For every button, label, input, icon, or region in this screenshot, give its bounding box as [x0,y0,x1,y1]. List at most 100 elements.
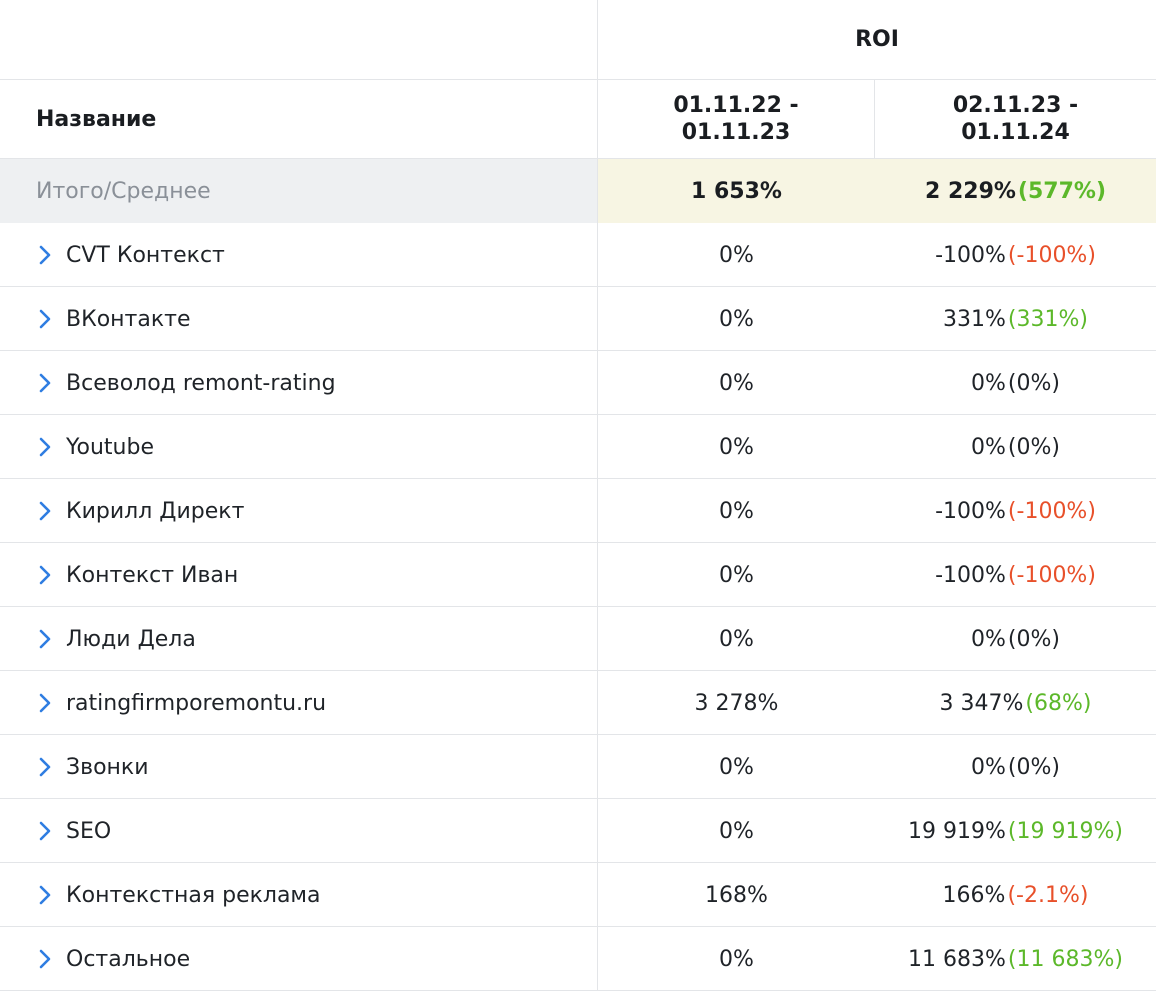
chevron-right-icon[interactable] [36,948,54,970]
row-period-2-value: 19 919% (19 919%) [875,799,1156,863]
column-group-roi: ROI [855,27,899,52]
chevron-right-icon[interactable] [36,564,54,586]
row-p2: 0% [971,434,1006,460]
row-p1: 0% [719,818,754,844]
row-period-1-value: 0% [598,735,875,799]
row-divider [0,478,1156,479]
table-row-name[interactable]: Youtube [0,415,597,479]
row-label: Остальное [66,946,191,972]
row-period-1-value: 0% [598,287,875,351]
period-1-line-2: 01.11.23 [681,120,791,145]
column-header-period-2[interactable]: 02.11.23 - 01.11.24 [875,80,1156,158]
chevron-right-icon[interactable] [36,372,54,394]
row-period-1-value: 0% [598,607,875,671]
row-label: ВКонтакте [66,306,191,332]
chevron-right-icon[interactable] [36,884,54,906]
row-divider [0,606,1156,607]
column-header-name[interactable]: Название [36,106,157,132]
row-p2: 3 347% [939,690,1024,716]
row-p1: 0% [719,754,754,780]
chevron-right-icon[interactable] [36,756,54,778]
chevron-right-icon[interactable] [36,820,54,842]
table-row-name[interactable]: Люди Дела [0,607,597,671]
row-diff: (-2.1%) [1007,882,1089,908]
table-row-name[interactable]: Кирилл Директ [0,479,597,543]
row-diff: (0%) [1007,370,1060,396]
row-label: CVT Контекст [66,242,225,268]
row-diff: (19 919%) [1007,818,1123,844]
row-p2: -100% [935,498,1006,524]
table-row-name[interactable]: Звонки [0,735,597,799]
table-row-name[interactable]: Остальное [0,927,597,991]
chevron-right-icon[interactable] [36,628,54,650]
row-divider [0,414,1156,415]
period-2-line-2: 01.11.24 [961,120,1070,145]
row-period-2-value: -100% (-100%) [875,223,1156,287]
row-divider [0,734,1156,735]
period-2-line-1: 02.11.23 - [952,93,1079,118]
table-row-name[interactable]: SEO [0,799,597,863]
period-1-line-1: 01.11.22 - [673,93,799,118]
row-divider [0,286,1156,287]
table-row-name[interactable]: CVT Контекст [0,223,597,287]
row-divider [0,926,1156,927]
row-p1: 168% [705,882,768,908]
row-divider [0,670,1156,671]
table-row-name[interactable]: Контекстная реклама [0,863,597,927]
row-period-2-value: 331% (331%) [875,287,1156,351]
column-divider [597,0,598,990]
row-period-1-value: 0% [598,799,875,863]
row-p1: 0% [719,626,754,652]
row-divider [0,798,1156,799]
chevron-right-icon[interactable] [36,500,54,522]
column-header-period-1[interactable]: 01.11.22 - 01.11.23 [598,80,874,158]
row-period-2-value: -100% (-100%) [875,543,1156,607]
row-p1: 3 278% [694,690,779,716]
row-p2: 11 683% [908,946,1006,972]
row-diff: (68%) [1025,690,1092,716]
total-diff: (577%) [1017,178,1106,204]
row-p2: -100% [935,562,1006,588]
row-period-1-value: 3 278% [598,671,875,735]
row-diff: (0%) [1007,754,1060,780]
total-period-1-value: 1 653% [598,159,875,223]
total-row-label: Итого/Среднее [0,159,597,223]
period-divider [874,80,875,158]
row-period-1-value: 0% [598,543,875,607]
table-row-name[interactable]: Контекст Иван [0,543,597,607]
row-diff: (331%) [1007,306,1088,332]
total-p1: 1 653% [691,178,782,204]
row-label: Youtube [66,434,154,460]
row-label: Всеволод remont-rating [66,370,336,396]
row-label: ratingfirmporemontu.ru [66,690,327,716]
chevron-right-icon[interactable] [36,436,54,458]
row-p2: 19 919% [908,818,1006,844]
table-row-name[interactable]: Всеволод remont-rating [0,351,597,415]
row-period-2-value: 0% (0%) [875,607,1156,671]
row-label: Люди Дела [66,626,196,652]
row-p1: 0% [719,242,754,268]
row-p2: 166% [942,882,1006,908]
row-period-2-value: 3 347% (68%) [875,671,1156,735]
row-p2: 0% [971,626,1006,652]
row-period-1-value: 0% [598,223,875,287]
chevron-right-icon[interactable] [36,308,54,330]
table-row-name[interactable]: ratingfirmporemontu.ru [0,671,597,735]
chevron-right-icon[interactable] [36,244,54,266]
row-diff: (-100%) [1007,242,1096,268]
row-p2: 0% [971,754,1006,780]
row-p2: 0% [971,370,1006,396]
row-period-2-value: 0% (0%) [875,735,1156,799]
row-period-1-value: 0% [598,415,875,479]
row-diff: (0%) [1007,434,1060,460]
row-period-2-value: 0% (0%) [875,415,1156,479]
row-label: Кирилл Директ [66,498,245,524]
table-row-name[interactable]: ВКонтакте [0,287,597,351]
row-divider [0,862,1156,863]
row-divider [0,158,1156,159]
row-period-1-value: 0% [598,351,875,415]
row-period-1-value: 0% [598,479,875,543]
chevron-right-icon[interactable] [36,692,54,714]
row-p2: -100% [935,242,1006,268]
